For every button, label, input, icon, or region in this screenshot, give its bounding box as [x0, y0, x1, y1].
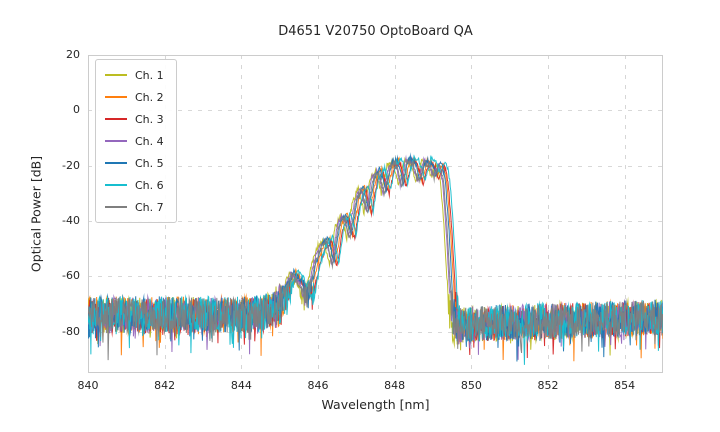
- x-tick-label: 842: [154, 379, 176, 392]
- x-tick-label: 852: [537, 379, 559, 392]
- y-tick-label: -80: [62, 324, 80, 338]
- legend-label: Ch. 7: [135, 200, 164, 214]
- legend-label: Ch. 4: [135, 134, 164, 148]
- y-tick-label: 20: [66, 48, 80, 61]
- y-tick-label: -40: [62, 213, 80, 227]
- legend-line-sample: [105, 184, 127, 186]
- legend-entry: Ch. 4: [105, 133, 164, 149]
- legend-entry: Ch. 5: [105, 155, 164, 171]
- x-tick-label: 854: [614, 379, 636, 392]
- legend-entry: Ch. 2: [105, 89, 164, 105]
- legend-entry: Ch. 1: [105, 67, 164, 83]
- plot-area: Ch. 1 Ch. 2 Ch. 3 Ch. 4 Ch. 5 Ch. 6 Ch. 7: [88, 55, 663, 373]
- x-axis-label: Wavelength [nm]: [321, 397, 430, 412]
- legend-line-sample: [105, 74, 127, 76]
- legend-label: Ch. 5: [135, 156, 164, 170]
- x-tick-label: 848: [384, 379, 406, 392]
- y-tick-label: -20: [62, 158, 80, 172]
- legend-entry: Ch. 6: [105, 177, 164, 193]
- legend-label: Ch. 3: [135, 112, 164, 126]
- legend-line-sample: [105, 206, 127, 208]
- legend-line-sample: [105, 118, 127, 120]
- y-tick-label: 0: [73, 103, 80, 117]
- spectrum-canvas: [88, 55, 663, 373]
- legend-line-sample: [105, 162, 127, 164]
- legend-label: Ch. 6: [135, 178, 164, 192]
- legend-label: Ch. 2: [135, 90, 164, 104]
- x-tick-label: 850: [460, 379, 482, 392]
- x-tick-label: 846: [307, 379, 329, 392]
- y-tick-label: -60: [62, 269, 80, 283]
- chart-title: D4651 V20750 OptoBoard QA: [278, 24, 473, 39]
- legend-entry: Ch. 7: [105, 199, 164, 215]
- x-tick-label: 844: [230, 379, 252, 392]
- legend: Ch. 1 Ch. 2 Ch. 3 Ch. 4 Ch. 5 Ch. 6 Ch. 7: [95, 59, 177, 223]
- legend-entry: Ch. 3: [105, 111, 164, 127]
- legend-label: Ch. 1: [135, 68, 164, 82]
- legend-line-sample: [105, 96, 127, 98]
- x-tick-label: 840: [77, 379, 99, 392]
- legend-line-sample: [105, 140, 127, 142]
